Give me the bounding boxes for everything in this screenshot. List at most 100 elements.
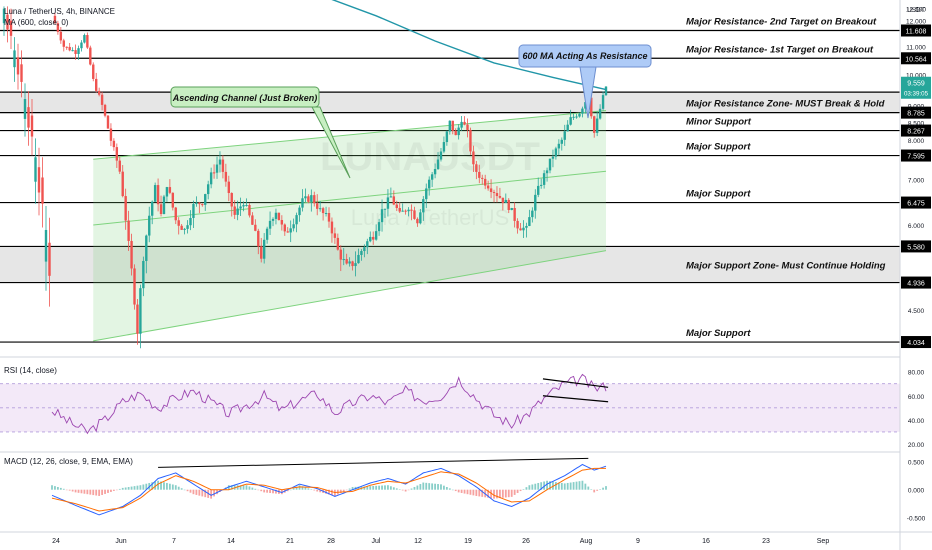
candle-body: [13, 50, 16, 68]
macd-histogram-bar: [522, 489, 525, 490]
candle-body: [177, 220, 180, 226]
macd-histogram-bar: [398, 489, 401, 490]
macd-histogram-bar: [110, 489, 112, 492]
macd-histogram-bar: [189, 489, 192, 493]
price-tick-label: 12.500: [906, 7, 926, 14]
candle-body: [436, 159, 440, 169]
candle-body: [183, 228, 186, 230]
time-tick-label: 9: [636, 538, 640, 545]
macd-histogram-bar: [546, 480, 548, 490]
price-axis-badge-label: 5.580: [907, 244, 925, 251]
macd-histogram-bar: [186, 489, 189, 492]
candle-body: [590, 97, 593, 117]
macd-tick-label: -0.500: [907, 516, 926, 523]
macd-histogram-bar: [89, 489, 92, 495]
candle-body: [398, 207, 401, 212]
macd-histogram-bar: [531, 484, 534, 490]
candle-body: [118, 160, 121, 172]
candle-body: [286, 231, 289, 233]
macd-histogram-bar: [112, 489, 115, 491]
macd-divergence-line: [158, 457, 589, 468]
candle-body: [425, 188, 428, 200]
candle-body: [41, 177, 44, 204]
macd-histogram-bar: [286, 489, 289, 492]
macd-histogram-bar: [416, 485, 419, 490]
price-axis-badge: [901, 106, 931, 119]
candle-body: [89, 47, 92, 65]
macd-histogram-bar: [339, 489, 342, 493]
macd-histogram-bar: [263, 489, 266, 493]
macd-histogram-bar: [121, 487, 124, 490]
candle-body: [460, 121, 463, 128]
candle-body: [351, 261, 354, 267]
candle-body: [324, 213, 328, 215]
macd-histogram-bar: [413, 487, 416, 490]
candle-body: [204, 194, 207, 205]
candle-body: [507, 199, 510, 211]
candle-body: [439, 151, 443, 160]
candle-body: [575, 116, 578, 118]
price-axis-badge: [901, 196, 931, 209]
candle-body: [136, 304, 139, 334]
channel-callout-text: Ascending Channel (Just Broken): [172, 93, 318, 103]
candle-body: [601, 95, 605, 109]
macd-histogram-bar: [378, 485, 380, 490]
macd-histogram-bar: [345, 489, 348, 491]
candle-body: [454, 130, 457, 136]
signal-line: [51, 467, 606, 512]
macd-histogram-bar: [460, 489, 463, 493]
macd-histogram-bar: [204, 489, 207, 498]
macd-histogram-bar: [599, 489, 602, 490]
macd-histogram-bar: [469, 489, 472, 495]
macd-histogram-bar: [387, 485, 389, 490]
macd-histogram-bar: [239, 485, 242, 490]
macd-histogram-bar: [142, 484, 145, 490]
candle-body: [357, 254, 360, 264]
candle-body: [34, 157, 37, 182]
macd-histogram-bar: [481, 489, 484, 497]
macd-histogram-bar: [596, 489, 599, 491]
macd-histogram-bar: [71, 489, 74, 492]
price-axis-badge: [901, 149, 931, 162]
channel-callout-pointer: [311, 106, 351, 179]
candle-body: [466, 124, 469, 130]
candle-body: [112, 140, 116, 148]
candle-body: [37, 167, 41, 193]
time-tick-label: 28: [327, 538, 335, 545]
price-unit-label: USDT: [907, 7, 925, 14]
level-label: Major Support: [686, 142, 751, 153]
macd-histogram-bar: [351, 487, 354, 490]
candle-body: [422, 199, 425, 213]
price-axis-badge-label: 4.034: [907, 340, 925, 347]
candle-body: [445, 131, 449, 143]
candle-body: [198, 202, 201, 205]
candle-body: [277, 212, 281, 221]
candle-body: [145, 235, 148, 261]
macd-histogram-bar: [298, 485, 301, 490]
macd-histogram-bar: [292, 488, 295, 490]
candle-body: [372, 236, 375, 240]
macd-histogram-bar: [528, 485, 531, 490]
symbol-title: Luna / TetherUS, 4h, BINANCE: [4, 7, 115, 16]
rsi-tick-label: 40.00: [908, 418, 925, 425]
macd-histogram-bar: [104, 489, 106, 494]
macd-histogram-bar: [310, 489, 313, 490]
candle-body: [236, 208, 239, 215]
macd-histogram-bar: [602, 487, 604, 490]
macd-histogram-bar: [475, 489, 478, 496]
candle-body: [280, 220, 284, 225]
candle-body: [539, 184, 543, 186]
price-axis-badge-label: 11.608: [906, 29, 927, 36]
macd-histogram-bar: [584, 483, 587, 490]
macd-histogram-bar: [448, 488, 451, 490]
macd-histogram-bar: [410, 488, 413, 490]
candle-body: [215, 164, 219, 173]
candle-body: [2, 8, 6, 24]
candle-body: [260, 246, 263, 259]
candle-body: [9, 20, 13, 36]
macd-histogram-bar: [245, 485, 248, 490]
candle-body: [48, 242, 51, 276]
candle-body: [192, 204, 195, 218]
macd-histogram-bar: [454, 489, 457, 492]
candle-body: [274, 212, 278, 219]
